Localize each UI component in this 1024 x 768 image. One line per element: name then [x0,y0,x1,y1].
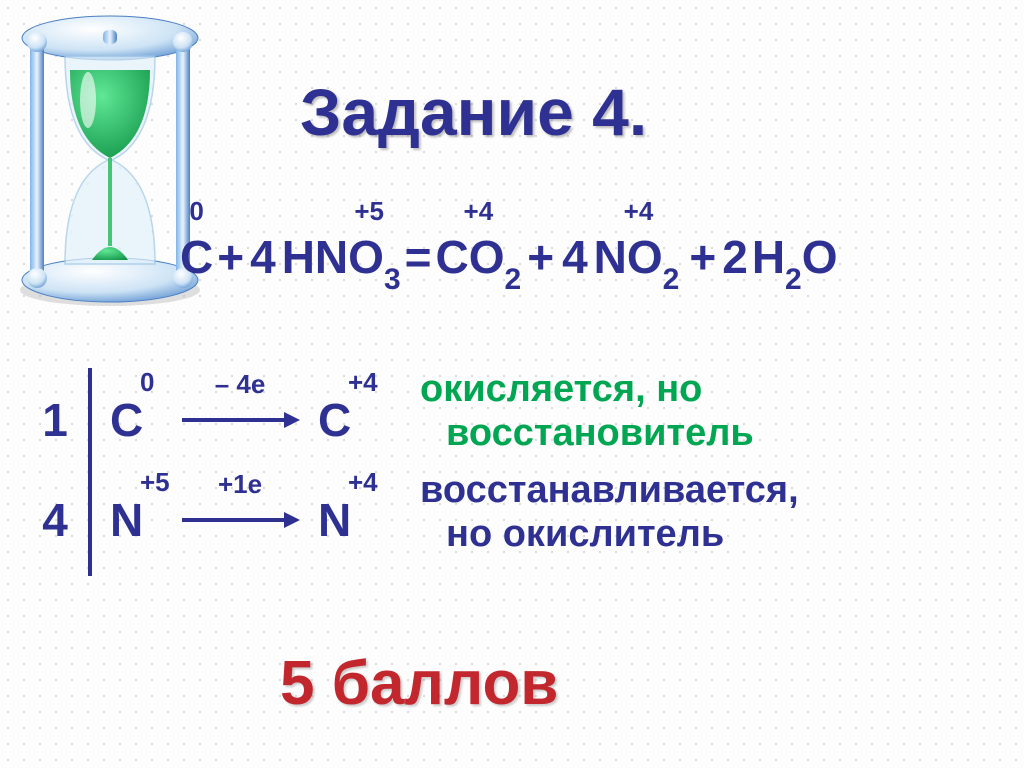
eq-term-c: 0 C [180,230,213,284]
redox-labels: окисляется, но восстановитель восстанавл… [420,368,799,557]
eq-term-hno3: +5 HNO3 [282,230,401,291]
chemical-equation: 0 C + 4 +5 HNO3 = +4 CO2 + 4 +4 NO2 + 2 [180,230,838,291]
eq-op: = [405,230,432,284]
eq-term-h2o: H2O [752,230,838,291]
balance-row-n: 4 +5 N +1e +4 N [30,470,378,570]
slide-title: Задание 4. [300,74,647,150]
eq-op: + [527,230,554,284]
eq-op: + [217,230,244,284]
eq-coef: 2 [722,230,748,284]
eq-op: + [689,230,716,284]
bal-from: 0 C [110,393,170,447]
eq-term-no2: +4 NO2 [594,230,680,291]
bal-to: +4 N [318,493,378,547]
bal-to: +4 C [318,393,378,447]
eq-term-co2: +4 CO2 [436,230,522,291]
arrow-icon: +1e [170,495,310,545]
bal-from: +5 N [110,493,170,547]
score-text: 5 баллов [280,648,558,719]
oxidize-label: окисляется, но восстановитель [420,368,799,455]
balance-row-c: 1 0 C – 4e +4 C [30,370,378,470]
eq-coef: 4 [250,230,276,284]
eq-coef: 4 [562,230,588,284]
arrow-icon: – 4e [170,395,310,445]
reduce-label: восстанавливается, но окислитель [420,469,799,556]
electron-balance: 1 0 C – 4e +4 C 4 +5 N [30,370,378,570]
slide-content: Задание 4. 0 C + 4 +5 HNO3 = +4 CO2 + 4 … [0,0,1024,768]
